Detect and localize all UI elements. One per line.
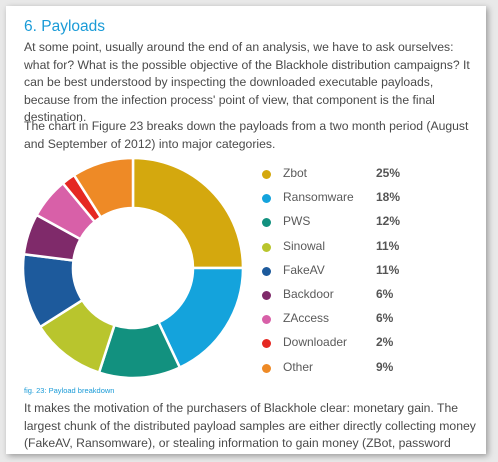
legend-item-ransomware: Ransomware 18% (258, 188, 408, 212)
legend-swatch (262, 218, 271, 228)
chart-legend: Zbot 25% Ransomware 18% PWS 12% Sinowal 11% Fake… (258, 164, 408, 382)
legend-swatch (262, 170, 271, 179)
legend-item-zbot: Zbot 25% (258, 164, 408, 188)
legend-swatch (262, 194, 271, 204)
section-heading: 6. Payloads (24, 18, 105, 35)
legend-swatch (262, 242, 271, 252)
legend-swatch (262, 363, 271, 373)
legend-value: 11% (376, 262, 400, 277)
legend-label: Backdoor (283, 286, 334, 301)
legend-value: 25% (376, 166, 401, 180)
legend-label: Sinowal (283, 238, 326, 253)
legend-label: Downloader (283, 335, 348, 350)
legend-item-backdoor: Backdoor 6% (258, 285, 408, 309)
intro-paragraph: At some point, usually around the end of… (24, 40, 470, 125)
legend-label: ZAccess (283, 311, 330, 326)
legend-swatch (262, 339, 271, 349)
legend-value: 9% (376, 359, 394, 374)
chart-intro-paragraph: The chart in Figure 23 breaks down the p… (24, 119, 469, 151)
legend-item-downloader: Downloader 2% (258, 333, 408, 357)
legend-label: PWS (283, 214, 311, 229)
legend-value: 11% (376, 238, 400, 253)
legend-value: 18% (376, 190, 401, 205)
legend-label: Ransomware (283, 190, 354, 205)
legend-item-other: Other 9% (258, 358, 408, 382)
conclusion-paragraph: It makes the motivation of the purchaser… (24, 401, 476, 454)
legend-item-fakeav: FakeAV 11% (258, 261, 408, 285)
slice-zbot (131, 156, 245, 270)
legend-swatch (262, 315, 271, 325)
legend-item-pws: PWS 12% (258, 212, 408, 236)
legend-value: 6% (376, 286, 394, 301)
legend-value: 2% (376, 335, 394, 350)
slice-other (72, 156, 135, 220)
legend-value: 12% (376, 214, 401, 229)
legend-label: Zbot (283, 166, 308, 180)
legend-label: FakeAV (283, 262, 325, 277)
legend-label: Other (283, 359, 314, 374)
legend-swatch (262, 266, 271, 276)
legend-swatch (262, 290, 271, 300)
document-page: 6. Payloads At some point, usually aroun… (6, 6, 486, 454)
payload-donut-chart (21, 156, 245, 380)
legend-item-zaccess: ZAccess 6% (258, 309, 408, 333)
figure-caption: fig. 23: Payload breakdown (24, 386, 115, 395)
legend-item-sinowal: Sinowal 11% (258, 237, 408, 261)
legend-value: 6% (376, 311, 394, 326)
